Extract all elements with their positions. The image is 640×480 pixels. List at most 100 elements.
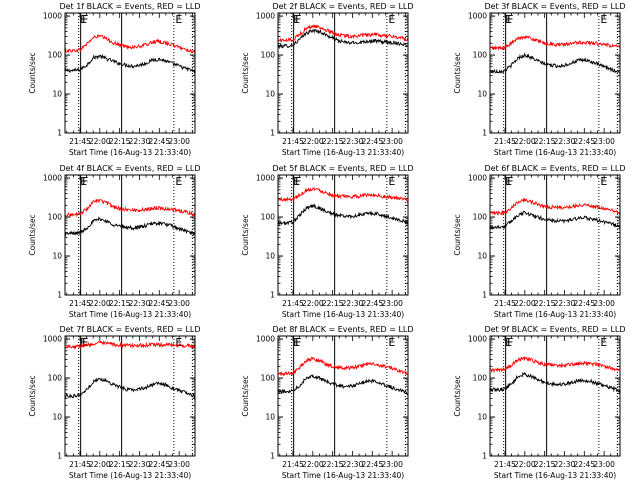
x-axis-label: Start Time (16-Aug-13 21:33:40) (494, 471, 616, 480)
x-tick-label: 22:30 (129, 137, 151, 146)
region-marker-label: F (507, 175, 513, 188)
detector-panel-3: Det 3f BLACK = Events, RED = LLD Counts/s… (453, 2, 626, 157)
x-tick-label: 21:45 (282, 460, 304, 469)
events-series-line (64, 216, 196, 237)
y-tick-label: 100 (473, 213, 488, 222)
events-series-line (277, 373, 409, 396)
plot-frame (64, 12, 196, 134)
x-tick-label: 23:00 (168, 460, 190, 469)
x-tick-label: 22:15 (322, 299, 344, 308)
y-axis-label: Counts/sec (241, 214, 250, 255)
x-tick-label: 21:45 (69, 460, 91, 469)
x-tick-label: 22:00 (514, 460, 536, 469)
x-tick-label: 21:45 (69, 299, 91, 308)
y-tick-label: 1 (270, 452, 275, 461)
lld-series-line (64, 198, 196, 218)
detector-panel-9: Det 9f BLACK = Events, RED = LLD Counts/s… (453, 325, 626, 480)
panel-title: Det 2f BLACK = Events, RED = LLD (272, 2, 413, 11)
y-tick-label: 1 (270, 291, 275, 300)
plot-frame (489, 174, 621, 296)
x-tick-label: 22:30 (554, 137, 576, 146)
region-marker-label: E (600, 175, 607, 188)
y-tick-label: 1000 (43, 12, 62, 21)
plot-frame (277, 174, 409, 296)
y-tick-label: 1 (482, 129, 487, 138)
y-tick-label: 100 (48, 51, 63, 60)
region-marker-label: E (293, 175, 300, 188)
x-tick-label: 23:00 (381, 460, 403, 469)
x-tick-label: 22:45 (361, 137, 383, 146)
y-axis-label: Counts/sec (453, 52, 462, 93)
detector-panel-1: Det 1f BLACK = Events, RED = LLD Counts/s… (28, 2, 201, 157)
x-axis-label: Start Time (16-Aug-13 21:33:40) (69, 148, 191, 157)
region-marker-label: E (600, 13, 607, 26)
x-tick-label: 22:00 (514, 137, 536, 146)
y-tick-label: 10 (52, 90, 62, 99)
x-tick-label: 21:45 (282, 299, 304, 308)
x-tick-label: 22:00 (302, 299, 324, 308)
x-axis-label: Start Time (16-Aug-13 21:33:40) (282, 471, 404, 480)
x-tick-label: 22:15 (109, 299, 131, 308)
x-tick-label: 22:45 (361, 460, 383, 469)
x-axis-label: Start Time (16-Aug-13 21:33:40) (282, 148, 404, 157)
detector-panel-7: Det 7f BLACK = Events, RED = LLD Counts/s… (28, 325, 201, 480)
region-marker-label: E (293, 13, 300, 26)
x-axis-label: Start Time (16-Aug-13 21:33:40) (69, 310, 191, 319)
x-tick-label: 22:30 (129, 460, 151, 469)
y-tick-label: 100 (261, 51, 276, 60)
x-tick-label: 23:00 (168, 137, 190, 146)
x-tick-label: 21:45 (282, 137, 304, 146)
region-marker-label: F (295, 13, 301, 26)
events-series-line (277, 203, 409, 226)
x-axis-label: Start Time (16-Aug-13 21:33:40) (494, 148, 616, 157)
y-tick-label: 1000 (468, 174, 487, 183)
x-tick-label: 22:15 (534, 137, 556, 146)
lld-series-line (489, 197, 621, 217)
region-marker-label: E (293, 336, 300, 349)
lld-series-line (277, 187, 409, 203)
plot-frame (489, 12, 621, 134)
region-marker-label: F (507, 13, 513, 26)
region-marker-label: F (295, 336, 301, 349)
y-tick-label: 1000 (468, 335, 487, 344)
y-tick-label: 1000 (43, 335, 62, 344)
x-tick-label: 22:30 (554, 460, 576, 469)
y-axis-label: Counts/sec (28, 375, 37, 416)
detector-panel-2: Det 2f BLACK = Events, RED = LLD Counts/s… (241, 2, 414, 157)
plot-frame (277, 12, 409, 134)
x-tick-label: 22:30 (342, 137, 364, 146)
x-tick-label: 22:15 (322, 460, 344, 469)
x-tick-label: 21:45 (494, 460, 516, 469)
lld-series-line (277, 24, 409, 43)
region-marker-label: F (82, 175, 88, 188)
panel-title: Det 8f BLACK = Events, RED = LLD (272, 325, 413, 334)
lld-series-line (64, 34, 196, 55)
region-marker-label: E (388, 336, 395, 349)
detector-panel-6: Det 6f BLACK = Events, RED = LLD Counts/s… (453, 164, 626, 319)
x-tick-label: 22:45 (573, 299, 595, 308)
y-axis-label: Counts/sec (28, 52, 37, 93)
x-tick-label: 23:00 (381, 299, 403, 308)
panel-title: Det 1f BLACK = Events, RED = LLD (59, 2, 200, 11)
x-axis-label: Start Time (16-Aug-13 21:33:40) (282, 310, 404, 319)
y-tick-label: 100 (261, 213, 276, 222)
region-marker-label: F (507, 336, 513, 349)
plot-frame (64, 335, 196, 457)
y-tick-label: 10 (265, 252, 275, 261)
panel-title: Det 9f BLACK = Events, RED = LLD (484, 325, 625, 334)
x-tick-label: 22:00 (302, 460, 324, 469)
x-tick-label: 22:45 (573, 137, 595, 146)
x-tick-label: 22:30 (129, 299, 151, 308)
y-tick-label: 100 (261, 374, 276, 383)
x-tick-label: 22:45 (148, 460, 170, 469)
y-tick-label: 1 (57, 291, 62, 300)
detector-panel-8: Det 8f BLACK = Events, RED = LLD Counts/s… (241, 325, 414, 480)
region-marker-label: E (80, 175, 87, 188)
region-marker-label: F (82, 336, 88, 349)
region-marker-label: E (175, 336, 182, 349)
region-marker-label: E (600, 336, 607, 349)
x-tick-label: 22:00 (89, 299, 111, 308)
y-axis-label: Counts/sec (453, 214, 462, 255)
y-tick-label: 10 (52, 252, 62, 261)
events-series-line (489, 371, 621, 394)
